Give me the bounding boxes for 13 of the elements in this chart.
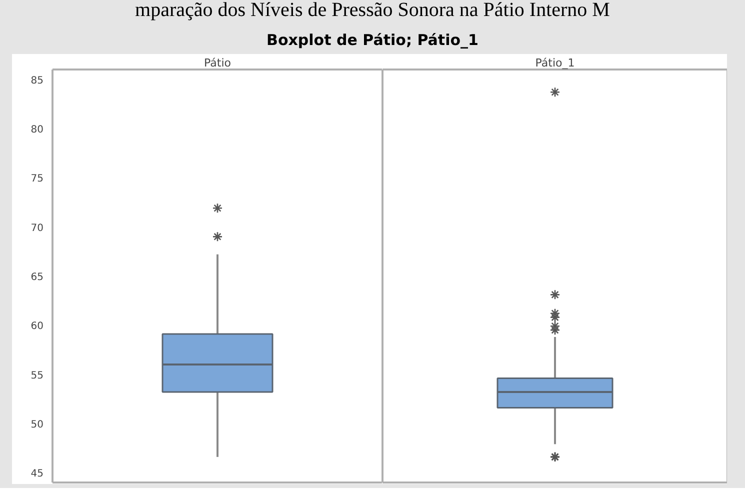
y-tick-label: 60	[30, 321, 44, 332]
chart-title: Boxplot de Pátio; Pátio_1	[266, 30, 478, 51]
y-tick-label: 85	[30, 75, 44, 86]
y-tick-label: 50	[30, 420, 44, 430]
y-tick-label: 75	[30, 174, 44, 185]
y-tick-label: 45	[30, 468, 44, 480]
y-tick-label: 80	[30, 124, 44, 136]
y-tick-label: 55	[30, 370, 44, 382]
x-tick-label: Pátio_1	[535, 56, 575, 70]
y-tick-label: 70	[30, 222, 44, 234]
text: mparação dos Níveis de Pressão Sonora na Pátio Interno M	[135, 0, 610, 21]
x-tick-label: Pátio	[204, 56, 232, 70]
y-tick-label: 65	[30, 272, 44, 283]
